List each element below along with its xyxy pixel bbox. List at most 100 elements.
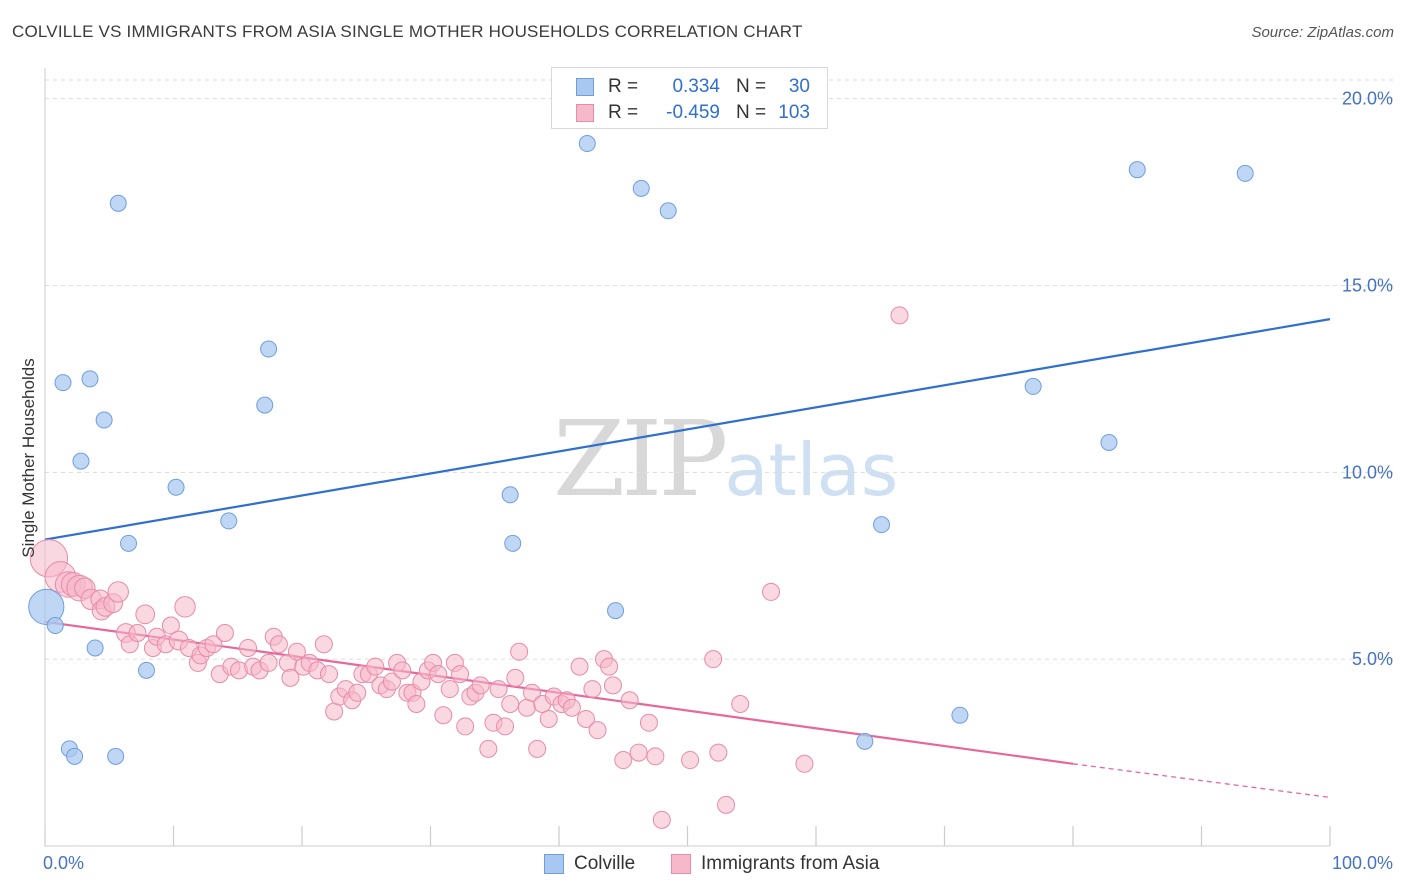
- colville-point: [659, 202, 677, 220]
- colville-point: [109, 194, 127, 212]
- asia-point: [731, 695, 750, 714]
- colville-point: [873, 516, 891, 534]
- asia-point: [704, 650, 723, 669]
- asia-point: [588, 721, 607, 740]
- bottom-legend-swatch-asia: [671, 854, 691, 874]
- legend-row-asia: R = -0.459 N = 103: [576, 101, 810, 125]
- legend-n-label: N =: [736, 76, 767, 97]
- bottom-legend-colville: Colville: [544, 851, 635, 877]
- bottom-legend-swatch-colville: [544, 854, 564, 874]
- asia-point: [440, 680, 459, 699]
- asia-point: [429, 665, 448, 684]
- colville-point: [501, 486, 519, 504]
- colville-point: [120, 534, 138, 552]
- asia-point: [161, 616, 180, 635]
- asia-point: [717, 795, 736, 814]
- colville-point: [54, 374, 72, 392]
- colville-point: [1024, 377, 1042, 395]
- asia-point: [510, 642, 529, 661]
- asia-point: [528, 739, 547, 758]
- asia-point: [600, 657, 619, 676]
- asia-point: [281, 668, 300, 687]
- colville-point: [578, 135, 596, 153]
- colville-point: [504, 534, 522, 552]
- legend-n-value: 103: [778, 102, 810, 123]
- asia-point: [366, 657, 385, 676]
- correlation-legend: R = 0.334 N = 30 R = -0.459 N = 103: [551, 67, 828, 129]
- colville-point: [138, 661, 156, 679]
- colville-point: [1100, 433, 1118, 451]
- chart-title: COLVILLE VS IMMIGRANTS FROM ASIA SINGLE …: [12, 22, 803, 41]
- asia-point: [506, 668, 525, 687]
- y-tick-label: 5.0%: [1352, 649, 1393, 669]
- series-immigrants-from-asia: [29, 306, 909, 829]
- asia-point: [583, 680, 602, 699]
- colville-point: [72, 452, 90, 470]
- watermark-atlas: atlas: [724, 428, 899, 512]
- colville-point: [1236, 164, 1254, 182]
- asia-point: [456, 717, 475, 736]
- asia-point: [325, 702, 344, 721]
- gridlines: [45, 79, 1395, 660]
- asia-point: [496, 717, 515, 736]
- asia-point: [348, 683, 367, 702]
- x-tick-label: 0.0%: [43, 853, 84, 873]
- asia-point: [646, 747, 665, 766]
- asia-point: [314, 635, 333, 654]
- asia-point: [107, 581, 129, 603]
- colville-point: [856, 732, 874, 750]
- bottom-legend-asia: Immigrants from Asia: [671, 851, 879, 877]
- asia-point: [393, 661, 412, 680]
- asia-point: [269, 635, 288, 654]
- colville-point: [951, 706, 969, 724]
- colville-point: [260, 340, 278, 358]
- y-axis-title: Single Mother Households: [19, 358, 38, 557]
- colville-point: [167, 478, 185, 496]
- x-tick-label: 100.0%: [1332, 853, 1393, 873]
- asia-point: [517, 698, 536, 717]
- asia-point: [128, 624, 147, 643]
- asia-point: [562, 698, 581, 717]
- tick-labels: 5.0% 10.0% 15.0% 20.0% 0.0% 100.0% Single Moth…: [19, 89, 1393, 873]
- asia-point: [620, 691, 639, 710]
- asia-point: [890, 306, 909, 325]
- legend-swatch-colville: [576, 78, 594, 96]
- asia-point: [570, 657, 589, 676]
- asia-point: [614, 751, 633, 770]
- asia-point: [204, 635, 223, 654]
- colville-point: [1128, 161, 1146, 179]
- colville-point: [256, 396, 274, 414]
- asia-point: [319, 665, 338, 684]
- asia-point: [629, 743, 648, 762]
- colville-trend-line: [44, 318, 1331, 541]
- colville-point: [28, 588, 65, 625]
- asia-point: [287, 642, 306, 661]
- legend-swatch-asia: [576, 104, 594, 122]
- series-colville: [28, 97, 1254, 765]
- colville-point: [632, 179, 650, 197]
- asia-trend-line-extrapolated: [1072, 763, 1331, 799]
- source-label: Source: ZipAtlas.com: [1251, 24, 1394, 41]
- colville-point: [107, 747, 125, 765]
- asia-point: [501, 695, 520, 714]
- asia-point: [471, 676, 490, 695]
- asia-point: [795, 754, 814, 773]
- asia-point: [479, 739, 498, 758]
- y-tick-label: 15.0%: [1342, 276, 1393, 296]
- axes: [44, 68, 1331, 847]
- y-tick-label: 10.0%: [1342, 462, 1393, 482]
- asia-point: [135, 604, 156, 625]
- asia-point: [174, 596, 196, 618]
- colville-point: [46, 617, 64, 635]
- asia-point: [407, 695, 426, 714]
- asia-point: [451, 665, 470, 684]
- y-tick-label: 20.0%: [1342, 89, 1393, 109]
- bottom-legend-label-asia: Immigrants from Asia: [701, 853, 880, 874]
- colville-point: [86, 639, 104, 657]
- asia-point: [259, 653, 278, 672]
- asia-point: [652, 810, 671, 829]
- watermark-zip: ZIP: [553, 398, 728, 520]
- colville-point: [220, 512, 238, 530]
- watermark: ZIPatlas: [553, 398, 898, 520]
